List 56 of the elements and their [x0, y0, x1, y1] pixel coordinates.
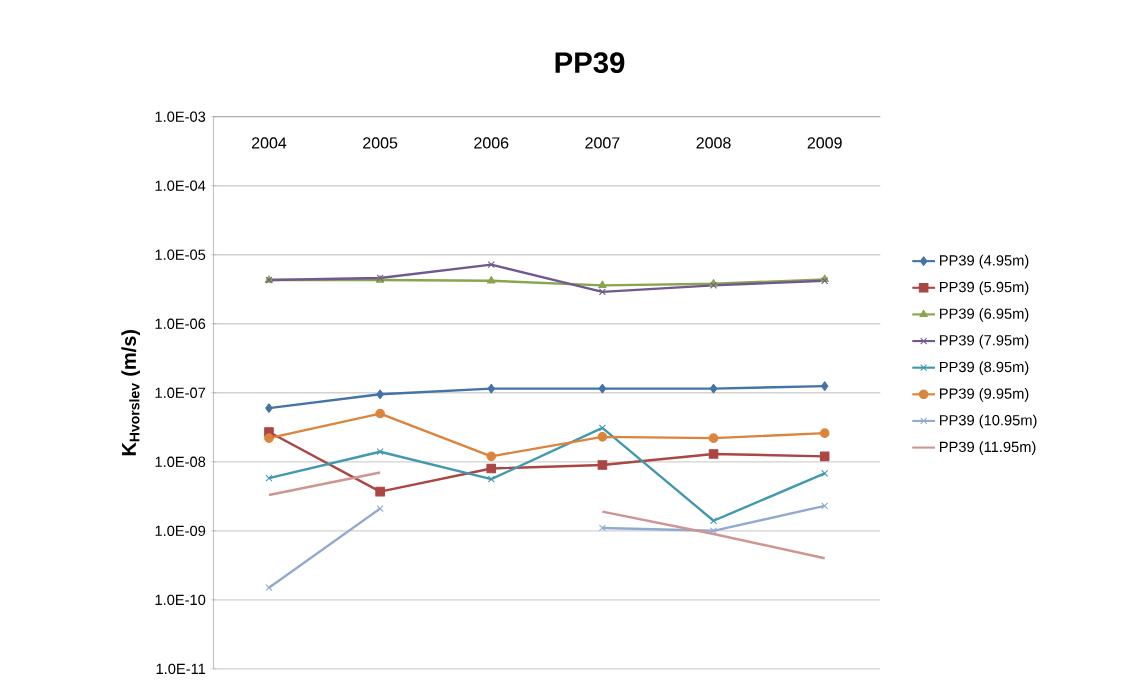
- point: [487, 383, 495, 394]
- legend-label: PP39 (7.95m): [939, 334, 1029, 349]
- y-tick-label: 1.0E-04: [155, 180, 206, 191]
- point: [821, 469, 829, 477]
- point: [265, 403, 273, 413]
- point: [487, 261, 495, 269]
- y-tick-label: 1.0E-10: [155, 594, 206, 606]
- y-tick-label: 1.0E-03: [155, 111, 206, 122]
- point: [598, 288, 606, 296]
- legend-label: PP39 (5.95m): [939, 281, 1029, 296]
- legend-label: PP39 (8.95m): [939, 361, 1029, 376]
- point: [487, 475, 495, 483]
- point: [598, 524, 606, 532]
- point: [820, 381, 829, 391]
- point: [821, 502, 829, 510]
- point: [265, 584, 273, 592]
- x-tick-label: 2006: [474, 137, 509, 149]
- point: [376, 389, 384, 400]
- y-tick-label: 1.0E-08: [155, 456, 206, 468]
- point: [376, 505, 384, 513]
- y-tick-label: 1.0E-07: [155, 387, 206, 399]
- point: [486, 451, 497, 462]
- point: [598, 280, 607, 289]
- x-tick-label: 2005: [363, 137, 398, 149]
- x-tick-label: 2008: [696, 137, 731, 149]
- point: [819, 428, 830, 439]
- x-tick-label: 2004: [251, 137, 287, 149]
- point: [709, 383, 718, 394]
- y-tick-label: 1.0E-05: [155, 249, 206, 260]
- point: [486, 463, 497, 474]
- legend-label: PP39 (11.95m): [939, 441, 1036, 455]
- point: [819, 451, 830, 462]
- point: [265, 474, 273, 482]
- point: [597, 460, 608, 470]
- x-tick-label: 2007: [585, 137, 620, 149]
- chart-title: PP39: [555, 52, 625, 74]
- y-axis-title: K$_{Hvorslev}$ (m/s): [121, 330, 140, 456]
- y-tick-label: 1.0E-11: [156, 663, 206, 675]
- point: [709, 527, 718, 535]
- legend-label: PP39 (6.95m): [939, 308, 1029, 322]
- point: [598, 383, 607, 394]
- legend-label: PP39 (4.95m): [939, 254, 1029, 269]
- legend-label: PP39 (10.95m): [939, 414, 1037, 429]
- point: [708, 449, 719, 459]
- point: [375, 408, 385, 419]
- point: [264, 433, 274, 444]
- point: [709, 517, 718, 525]
- y-tick-label: 1.0E-09: [155, 525, 206, 537]
- y-tick-label: 1.0E-06: [155, 318, 206, 330]
- x-tick-label: 2009: [807, 137, 842, 149]
- point: [376, 448, 384, 456]
- legend-label: PP39 (9.95m): [939, 388, 1029, 402]
- point: [375, 486, 385, 497]
- point: [487, 276, 496, 284]
- point: [597, 432, 608, 442]
- point: [708, 433, 719, 444]
